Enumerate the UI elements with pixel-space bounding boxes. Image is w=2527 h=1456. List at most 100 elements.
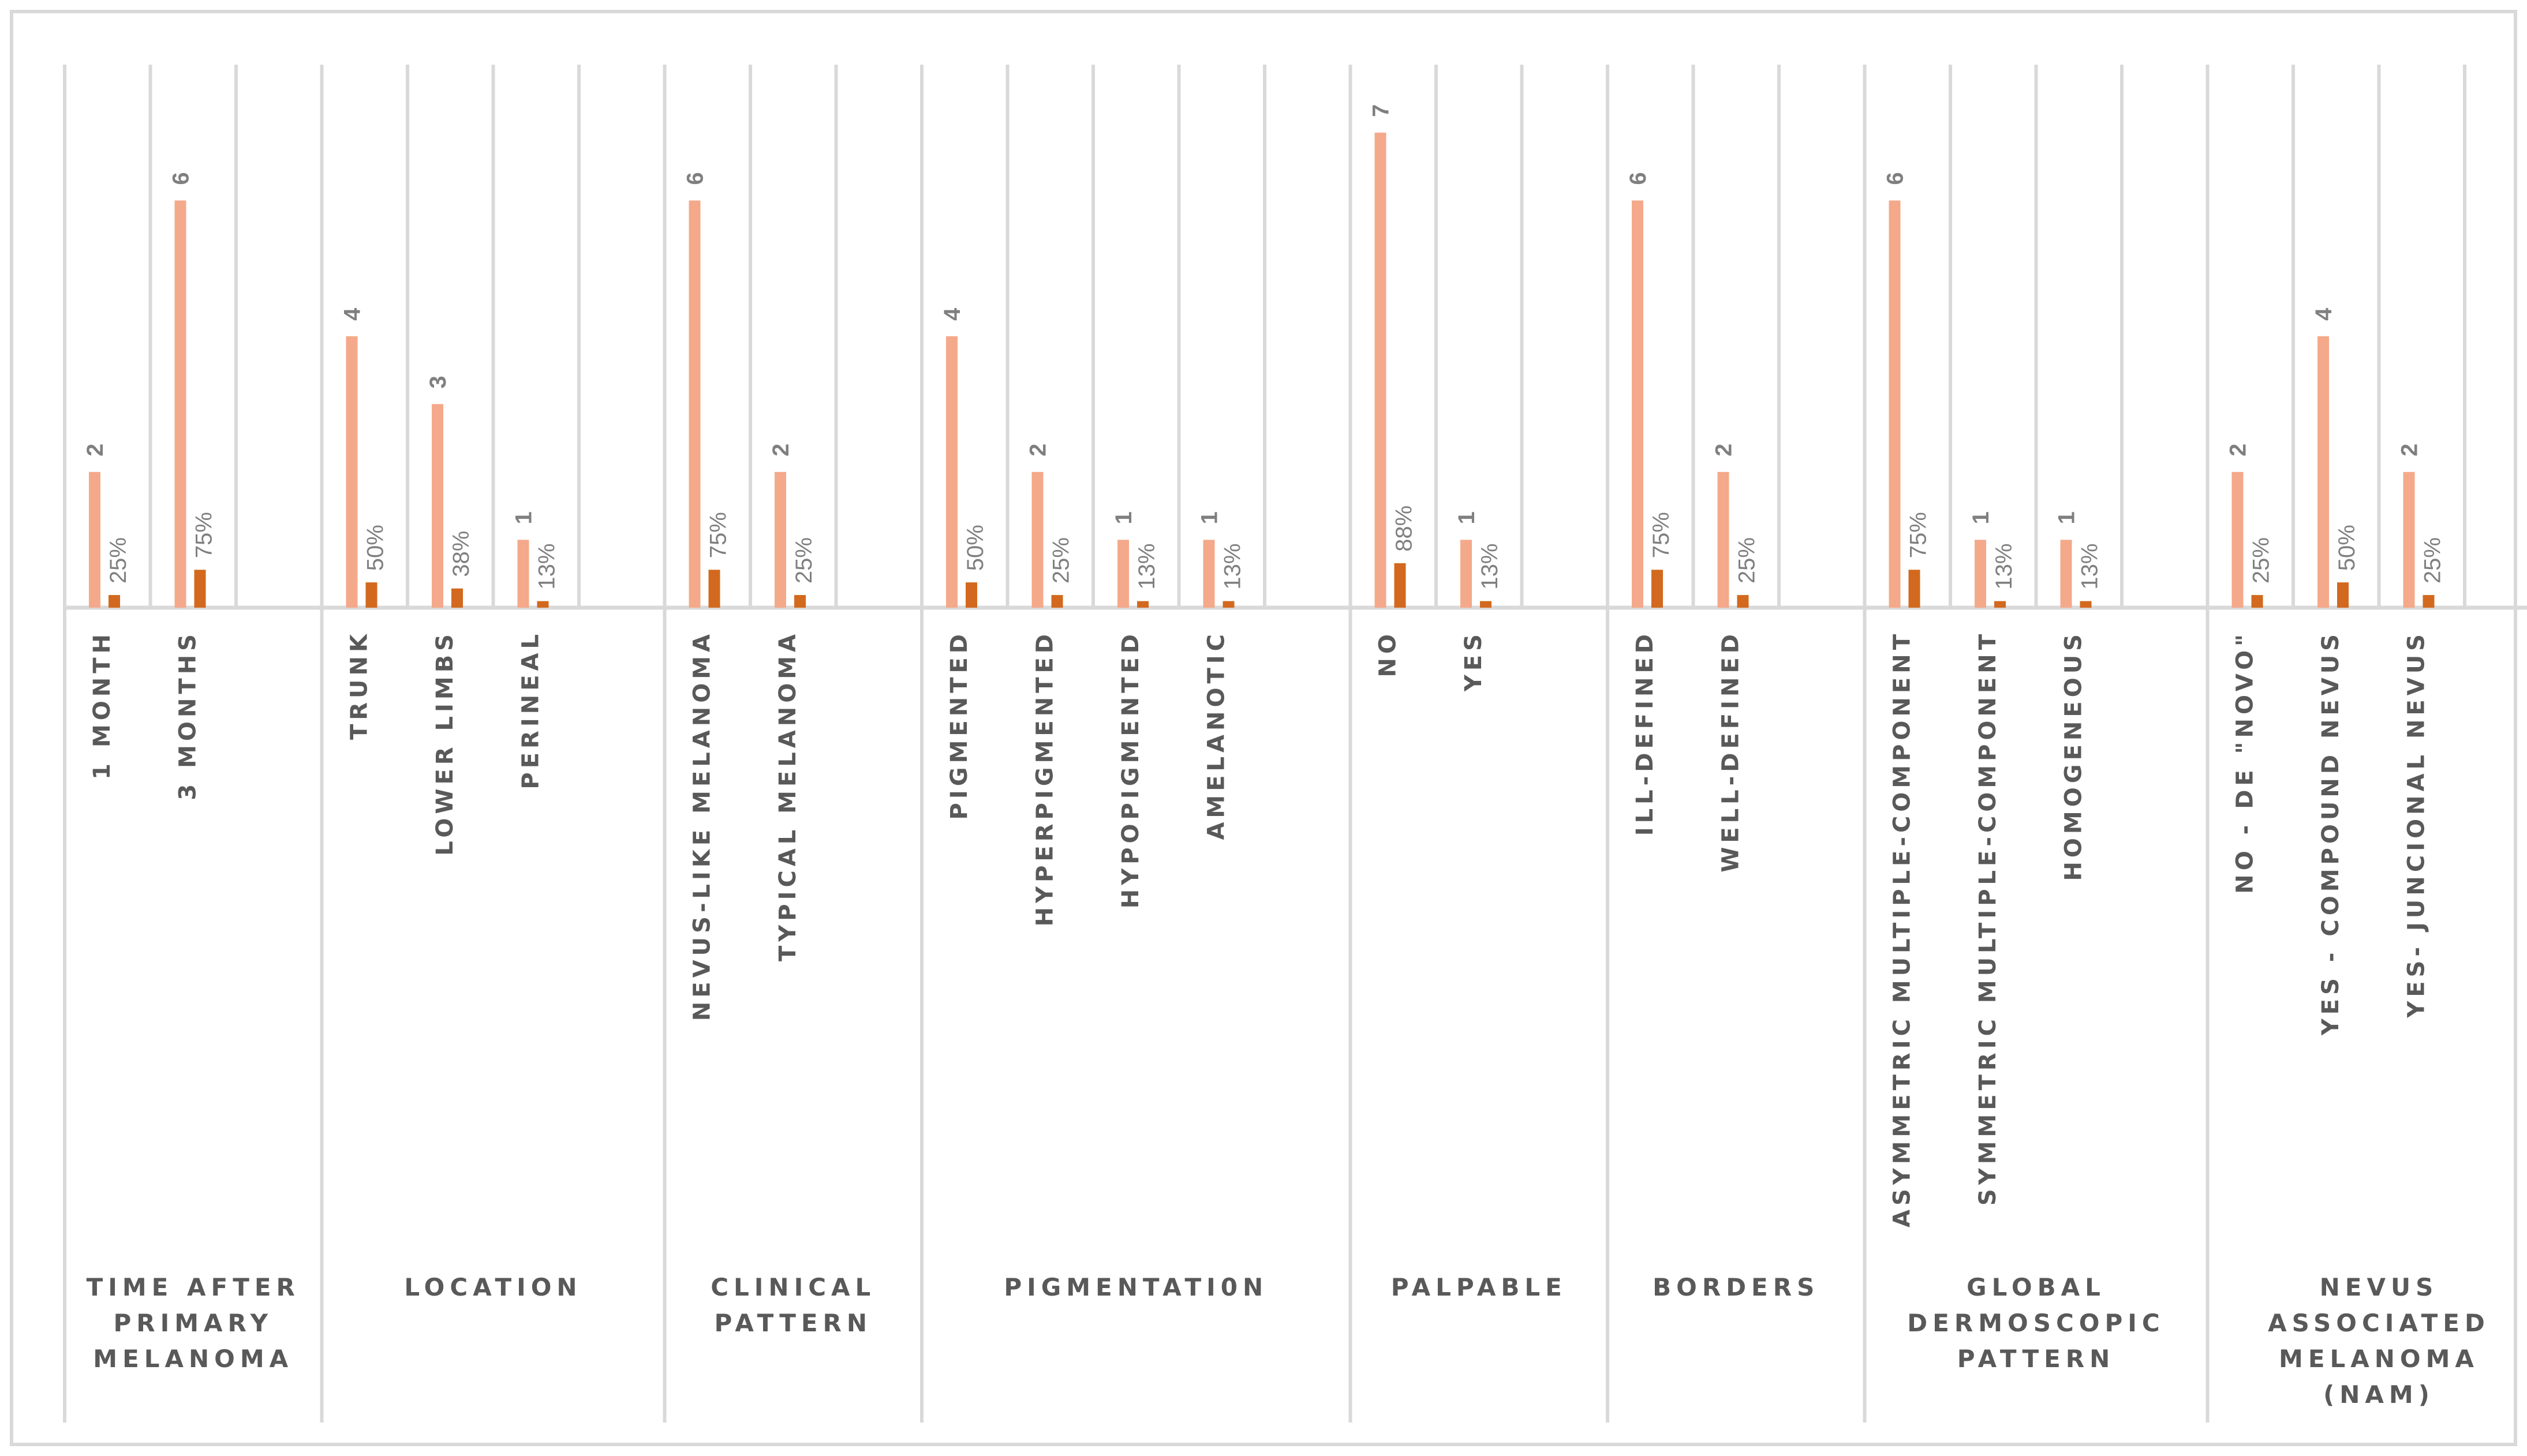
- percent-bar: [1994, 601, 2006, 608]
- category-label: LOWER LIMBS: [432, 630, 458, 856]
- category-label: TYPICAL MELANOMA: [775, 630, 801, 961]
- percent-bar: [1394, 563, 1406, 608]
- category-label: WELL-DEFINED: [1718, 630, 1744, 873]
- count-data-label: 1: [2054, 511, 2080, 524]
- group-label-line: PRIMARY: [113, 1309, 273, 1337]
- percent-bar: [708, 570, 720, 608]
- count-bar: [89, 471, 100, 608]
- count-bar: [1203, 540, 1215, 608]
- count-bar: [432, 404, 443, 608]
- count-data-label: 1: [1111, 511, 1137, 524]
- group-label-line: ASSOCIATED: [2268, 1309, 2490, 1337]
- count-data-label: 1: [1454, 511, 1479, 524]
- count-data-label: 6: [683, 172, 708, 185]
- percent-data-label: 75%: [706, 512, 731, 558]
- category-label: ASYMMETRIC MULTIPLE-COMPONENT: [1889, 630, 1916, 1227]
- count-bar: [346, 336, 358, 608]
- percent-data-label: 25%: [1734, 537, 1760, 583]
- percent-bar: [537, 601, 549, 608]
- group-label-line: TIME AFTER: [87, 1273, 300, 1301]
- count-bar: [946, 336, 958, 608]
- category-label: YES - COMPOUND NEVUS: [2317, 630, 2344, 1036]
- count-data-label: 7: [1369, 104, 1394, 117]
- category-label: 1 MONTH: [89, 630, 115, 780]
- count-bar: [1717, 471, 1729, 608]
- group-label-line: NEVUS: [2320, 1273, 2439, 1301]
- count-data-label: 6: [1625, 172, 1651, 185]
- percent-data-label: 25%: [106, 537, 131, 583]
- percent-bar: [1137, 601, 1149, 608]
- group-label-line: PATTERN: [714, 1309, 872, 1337]
- percent-bar: [1051, 595, 1063, 608]
- group-label-line: PIGMENTATI0N: [1004, 1273, 1268, 1301]
- category-label: PIGMENTED: [946, 630, 973, 819]
- count-bar: [2403, 471, 2415, 608]
- count-bar: [1889, 200, 1901, 608]
- count-bar: [689, 200, 701, 608]
- group-label-line: BORDERS: [1653, 1273, 1819, 1301]
- percent-data-label: 50%: [963, 525, 988, 571]
- percent-data-label: 75%: [192, 512, 217, 558]
- count-bar: [775, 471, 786, 608]
- percent-bar: [365, 582, 377, 608]
- percent-data-label: 50%: [363, 525, 388, 571]
- category-label: NO - DE "NOVO": [2232, 630, 2259, 894]
- category-label: NO: [1375, 630, 1401, 677]
- percent-data-label: 13%: [534, 544, 560, 590]
- percent-data-label: 75%: [1906, 512, 1931, 558]
- count-bar: [2317, 336, 2329, 608]
- group-label-line: GLOBAL: [1967, 1273, 2106, 1301]
- group-label-line: MELANOMA: [2279, 1345, 2479, 1373]
- percent-bar: [1908, 570, 1920, 608]
- percent-bar: [109, 595, 120, 608]
- count-data-label: 4: [2311, 308, 2337, 321]
- percent-bar: [2423, 595, 2435, 608]
- percent-bar: [1480, 601, 1491, 608]
- count-bar: [517, 540, 529, 608]
- category-label: HOMOGENEOUS: [2061, 630, 2087, 881]
- count-bar: [2060, 540, 2072, 608]
- percent-bar: [194, 570, 206, 608]
- percent-data-label: 25%: [791, 537, 817, 583]
- count-data-label: 4: [340, 308, 365, 321]
- category-label: TRUNK: [346, 630, 373, 740]
- percent-data-label: 25%: [1049, 537, 1074, 583]
- count-bar: [2231, 471, 2244, 608]
- percent-bar: [1737, 595, 1749, 608]
- percent-data-label: 13%: [1134, 544, 1160, 590]
- percent-bar: [2251, 595, 2263, 608]
- count-bar: [1031, 471, 1044, 608]
- chart-frame: [10, 10, 2517, 1446]
- group-label-line: (NAM): [2323, 1380, 2435, 1409]
- count-data-label: 6: [169, 172, 194, 185]
- category-label: HYPOPIGMENTED: [1117, 630, 1144, 908]
- count-data-label: 2: [1026, 444, 1051, 456]
- category-label: PERINEAL: [518, 630, 544, 789]
- count-data-label: 6: [1883, 172, 1908, 185]
- count-data-label: 2: [83, 444, 108, 456]
- category-label: NEVUS-LIKE MELANOMA: [689, 630, 716, 1021]
- category-label: SYMMETRIC MULTIPLE-COMPONENT: [1975, 630, 2001, 1206]
- percent-data-label: 13%: [1477, 544, 1502, 590]
- count-data-label: 4: [940, 308, 965, 321]
- category-label: YES- JUNCIONAL NEVUS: [2403, 630, 2430, 1019]
- count-bar: [174, 200, 186, 608]
- percent-bar: [794, 595, 806, 608]
- count-bar: [1117, 540, 1129, 608]
- category-label: 3 MONTHS: [175, 630, 201, 800]
- count-data-label: 2: [1711, 444, 1737, 456]
- percent-bar: [1651, 570, 1663, 608]
- category-label: YES: [1460, 630, 1487, 692]
- category-label: AMELANOTIC: [1203, 630, 1230, 840]
- count-bar: [1975, 540, 1986, 608]
- group-label-line: LOCATION: [404, 1273, 582, 1301]
- group-label-line: CLINICAL: [711, 1273, 876, 1301]
- percent-bar: [2080, 601, 2092, 608]
- count-data-label: 2: [768, 444, 794, 456]
- percent-data-label: 50%: [2334, 525, 2360, 571]
- percent-bar: [2337, 582, 2349, 608]
- count-data-label: 2: [2226, 444, 2251, 456]
- count-bar: [1374, 132, 1386, 608]
